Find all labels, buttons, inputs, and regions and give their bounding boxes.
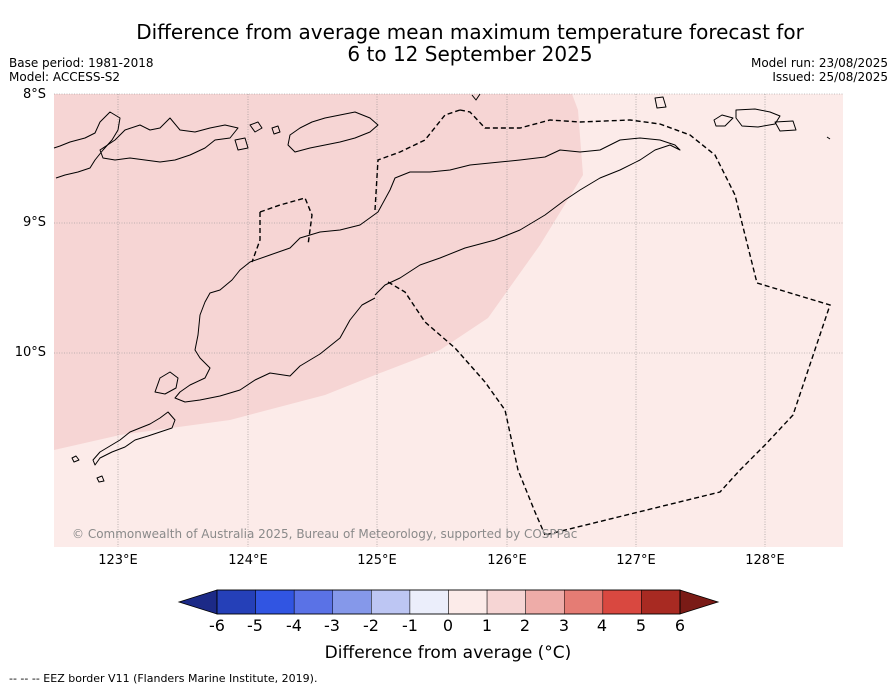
colorbar-cell bbox=[255, 589, 295, 615]
colorbar-tick: 0 bbox=[442, 616, 454, 635]
islet-8 bbox=[774, 120, 797, 132]
lat-label-10s: 10°S bbox=[14, 345, 46, 360]
colorbar-cell bbox=[448, 589, 488, 615]
islet-1 bbox=[71, 455, 80, 463]
colorbar-cell bbox=[564, 589, 604, 615]
roti-island-outline bbox=[92, 411, 176, 466]
colorbar-cell bbox=[216, 589, 256, 615]
lat-label-8s: 8°S bbox=[22, 87, 46, 102]
lon-label-128e: 128°E bbox=[745, 553, 785, 568]
coastlines bbox=[53, 93, 831, 483]
islet-5 bbox=[234, 137, 249, 151]
colorbar-cell bbox=[602, 589, 642, 615]
eez-legend-note: -- -- -- EEZ border V11 (Flanders Marine… bbox=[9, 672, 318, 685]
lon-label-124e: 124°E bbox=[228, 553, 268, 568]
colorbar-tick: 1 bbox=[481, 616, 493, 635]
islet-9 bbox=[826, 136, 831, 140]
grid-lines bbox=[54, 93, 843, 547]
colorbar-extend-low bbox=[177, 589, 218, 615]
colorbar-cell bbox=[409, 589, 449, 615]
eez-border-oecusse bbox=[259, 197, 313, 246]
wetar-island-outline bbox=[287, 111, 379, 153]
lon-label-125e: 125°E bbox=[357, 553, 397, 568]
eez-borders bbox=[251, 109, 831, 536]
eez-border-east bbox=[459, 109, 831, 536]
lon-label-127e: 127°E bbox=[616, 553, 656, 568]
islet-4 bbox=[271, 125, 281, 135]
model-name: Model: ACCESS-S2 bbox=[9, 70, 121, 84]
colorbar-cells bbox=[177, 589, 720, 615]
islet-2 bbox=[96, 475, 105, 483]
lon-label-123e: 123°E bbox=[98, 553, 138, 568]
colorbar-tick: 2 bbox=[519, 616, 531, 635]
semau-island-outline bbox=[154, 371, 179, 395]
colorbar-tick: 5 bbox=[635, 616, 647, 635]
colorbar-tick: -3 bbox=[324, 616, 340, 635]
islet-10 bbox=[471, 93, 481, 101]
colorbar-tick: -5 bbox=[247, 616, 263, 635]
colorbar-cell bbox=[641, 589, 681, 615]
colorbar-tick: -2 bbox=[363, 616, 379, 635]
copyright-notice: © Commonwealth of Australia 2025, Bureau… bbox=[72, 527, 578, 541]
colorbar-cell bbox=[486, 589, 526, 615]
colorbar-tick: 6 bbox=[674, 616, 686, 635]
eez-border-south bbox=[387, 281, 546, 536]
colorbar-tick: -6 bbox=[209, 616, 225, 635]
islet-3 bbox=[249, 121, 263, 133]
islet-7 bbox=[713, 114, 734, 127]
eastern-island-outline bbox=[735, 108, 781, 128]
colorbar-tick: 3 bbox=[558, 616, 570, 635]
model-run: Model run: 23/08/2025 bbox=[750, 56, 888, 70]
map-title-line-1: Difference from average mean maximum tem… bbox=[136, 20, 804, 44]
colorbar-label: Difference from average (°C) bbox=[324, 643, 572, 663]
map-title-line-2: 6 to 12 September 2025 bbox=[347, 42, 593, 66]
eez-border-oecusse-west bbox=[251, 212, 261, 263]
timor-island-outline bbox=[174, 137, 681, 403]
colorbar-frame bbox=[216, 589, 681, 615]
eez-border-north bbox=[374, 109, 461, 211]
colorbar-extend-high bbox=[679, 589, 720, 615]
colorbar-cell bbox=[371, 589, 411, 615]
lon-label-126e: 126°E bbox=[487, 553, 527, 568]
colorbar-tick: -4 bbox=[286, 616, 302, 635]
colorbar-tick: -1 bbox=[402, 616, 418, 635]
anomaly-region-1-2 bbox=[54, 94, 583, 450]
colorbar-cell bbox=[525, 589, 565, 615]
lat-label-9s: 9°S bbox=[22, 215, 46, 230]
northern-islands-outline bbox=[53, 111, 121, 179]
base-period: Base period: 1981-2018 bbox=[9, 56, 154, 70]
colorbar-tick: 4 bbox=[596, 616, 608, 635]
colorbar-cell bbox=[293, 589, 333, 615]
colorbar-cell bbox=[332, 589, 372, 615]
issued-date: Issued: 25/08/2025 bbox=[772, 70, 888, 84]
alor-island-outline bbox=[99, 117, 239, 163]
islet-6 bbox=[654, 96, 667, 109]
